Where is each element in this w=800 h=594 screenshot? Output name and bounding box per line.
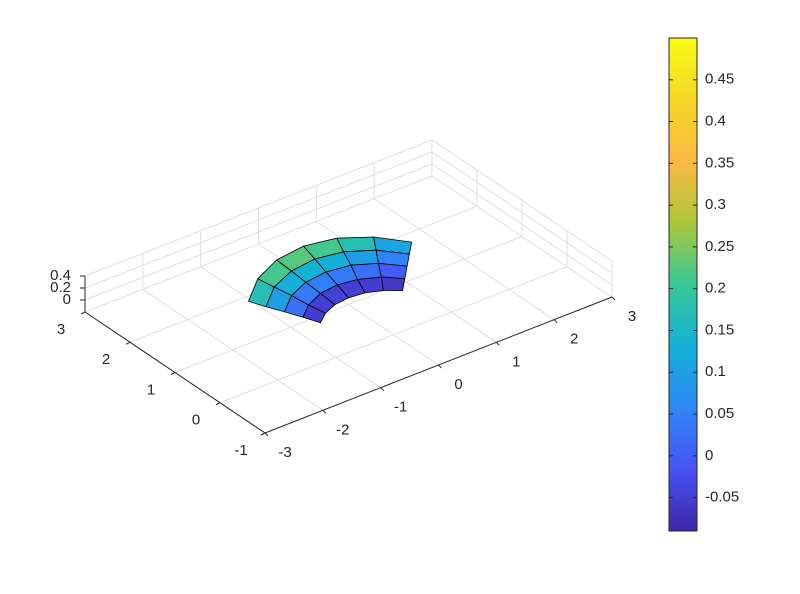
y-tick-label: 0 — [192, 412, 200, 429]
y-tick — [125, 341, 131, 345]
x-tick — [438, 364, 442, 369]
z-tick-label: 0.4 — [50, 267, 71, 284]
colorbar-tick-label: 0 — [705, 447, 713, 464]
colorbar-tick-label: 0.25 — [705, 238, 734, 255]
colorbar-tick-label: -0.05 — [705, 489, 739, 506]
y-tick — [80, 311, 86, 315]
x-tick — [553, 319, 558, 324]
grid-line — [431, 163, 613, 286]
x-tick-label: -2 — [336, 421, 349, 438]
x-tick-label: 0 — [454, 376, 462, 393]
y-tick — [260, 432, 266, 436]
colorbar-tick-label: 0.45 — [705, 71, 734, 88]
y-tick-label: 1 — [147, 381, 155, 398]
colorbar-tick-label: 0.1 — [705, 363, 726, 380]
x-tick — [264, 432, 269, 437]
x-tick-label: 1 — [512, 353, 520, 370]
grid-line — [174, 236, 523, 373]
colorbar-tick-label: 0.3 — [705, 196, 726, 213]
surface-patch — [302, 304, 326, 324]
y-tick — [170, 372, 176, 375]
colorbar-tick-label: 0.15 — [705, 321, 734, 338]
grid-line — [431, 139, 613, 262]
y-tick-label: -1 — [234, 442, 247, 459]
x-tick-label: 2 — [570, 331, 578, 348]
x-tick — [380, 387, 385, 392]
x-tick-label: -3 — [278, 444, 291, 461]
surface-patch — [380, 276, 406, 291]
x-tick — [322, 409, 327, 414]
x-tick — [495, 341, 500, 346]
grid-line — [84, 151, 433, 289]
grid-line — [84, 175, 433, 313]
surface-patch — [378, 263, 408, 279]
y-tick-label: 2 — [102, 351, 110, 368]
grid-line — [84, 163, 433, 301]
grid-line — [84, 139, 433, 277]
x-tick-label: -1 — [394, 399, 407, 416]
z-tick-label: 0.2 — [50, 279, 71, 296]
colorbar-tick-label: 0.05 — [705, 405, 734, 422]
x-tick-label: 3 — [628, 308, 636, 325]
grid-line — [431, 151, 613, 274]
y-tick — [215, 402, 221, 406]
y-tick-label: 3 — [57, 321, 65, 338]
colorbar-tick-label: 0.2 — [705, 280, 726, 297]
x-tick — [611, 296, 616, 301]
colorbar-tick-label: 0.4 — [705, 113, 726, 130]
z-tick-label: 0 — [63, 291, 71, 308]
grid-line — [219, 266, 568, 404]
colorbar-tick-label: 0.35 — [705, 154, 734, 171]
colorbar — [668, 37, 698, 532]
